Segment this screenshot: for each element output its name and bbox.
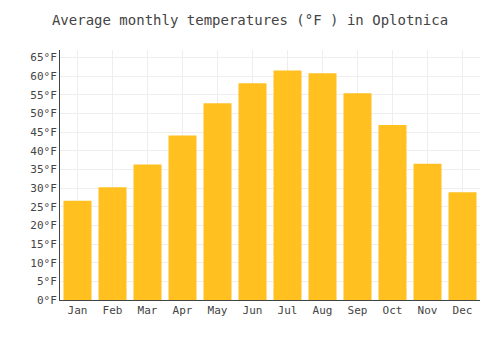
svg-text:20°F: 20°F <box>30 219 57 232</box>
svg-text:50°F: 50°F <box>30 107 57 120</box>
svg-text:Average monthly temperatures (: Average monthly temperatures (°F ) in Op… <box>52 12 448 28</box>
svg-text:Jan: Jan <box>68 304 88 317</box>
svg-text:Sep: Sep <box>348 304 368 317</box>
svg-text:Aug: Aug <box>313 304 333 317</box>
svg-text:25°F: 25°F <box>30 201 57 214</box>
svg-text:65°F: 65°F <box>30 51 57 64</box>
svg-text:Jul: Jul <box>278 304 298 317</box>
svg-text:May: May <box>208 304 228 317</box>
svg-text:Nov: Nov <box>418 304 438 317</box>
svg-text:35°F: 35°F <box>30 163 57 176</box>
svg-text:10°F: 10°F <box>30 257 57 270</box>
svg-text:0°F: 0°F <box>37 294 57 307</box>
svg-text:Feb: Feb <box>103 304 123 317</box>
svg-text:60°F: 60°F <box>30 70 57 83</box>
svg-text:Dec: Dec <box>453 304 473 317</box>
svg-text:Jun: Jun <box>243 304 263 317</box>
svg-text:Oct: Oct <box>383 304 403 317</box>
svg-text:Apr: Apr <box>173 304 193 317</box>
svg-text:45°F: 45°F <box>30 126 57 139</box>
svg-text:15°F: 15°F <box>30 238 57 251</box>
svg-text:5°F: 5°F <box>37 275 57 288</box>
svg-text:30°F: 30°F <box>30 182 57 195</box>
svg-text:40°F: 40°F <box>30 145 57 158</box>
svg-text:Mar: Mar <box>138 304 158 317</box>
svg-text:55°F: 55°F <box>30 89 57 102</box>
